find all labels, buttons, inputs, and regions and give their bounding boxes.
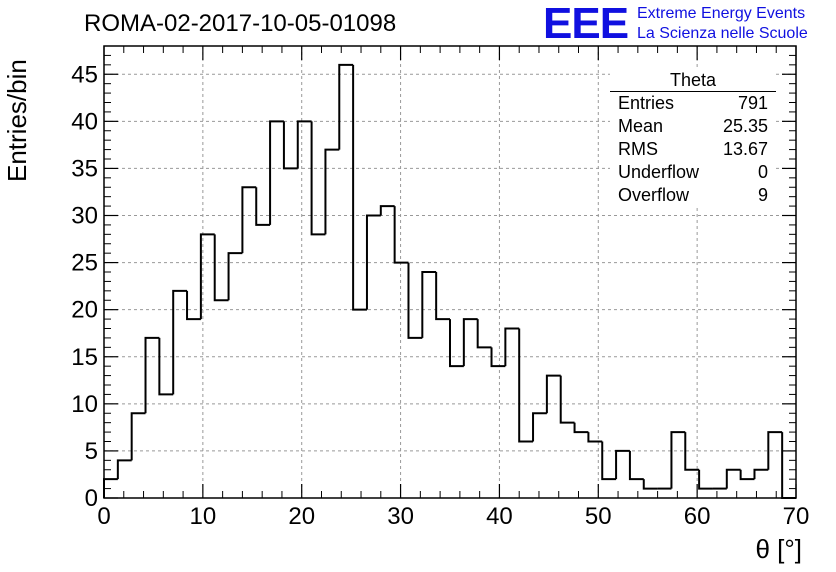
- stats-label: Entries: [618, 93, 675, 113]
- histogram-bin: [379, 205, 395, 216]
- histogram-bin: [158, 337, 174, 396]
- y-tick-label: 5: [85, 438, 98, 465]
- histogram-bin: [573, 422, 589, 434]
- histogram-bin: [532, 412, 547, 442]
- stats-row-mean: Mean 25.35: [610, 115, 776, 138]
- stats-label: Underflow: [618, 162, 700, 182]
- chart-title: ROMA-02-2017-10-05-01098: [84, 10, 397, 37]
- x-tick-label: 0: [97, 503, 110, 530]
- histogram-bin: [393, 206, 409, 264]
- x-tick-label: 30: [387, 503, 414, 530]
- histogram-bin: [172, 289, 188, 395]
- histogram-bin: [601, 441, 617, 481]
- stats-label: Mean: [618, 116, 664, 136]
- stats-value: 13.67: [722, 139, 768, 159]
- histogram-bin: [628, 450, 644, 481]
- stats-value: 791: [737, 93, 768, 113]
- histogram-bin: [670, 431, 686, 489]
- histogram-bin: [269, 120, 284, 225]
- histogram-bin: [352, 64, 367, 311]
- axis-tick-labels: 0 10 20 30 40 50 60 70 0 5 10 15 20 25 30 35 40 45: [71, 61, 809, 530]
- logo-line1: Extreme Energy Events: [637, 5, 806, 22]
- y-axis-label: Entries/bin: [2, 59, 32, 182]
- histogram-bin: [213, 234, 229, 302]
- histogram-bin: [144, 336, 160, 414]
- histogram-bin: [365, 214, 381, 310]
- histogram-bin: [587, 432, 603, 443]
- histogram-bin: [130, 412, 146, 461]
- eee-logo-text: Extreme Energy Events La Scienza nelle S…: [637, 4, 808, 44]
- histogram-bin: [518, 328, 534, 443]
- histogram-bin: [435, 272, 450, 321]
- histogram-bin: [324, 148, 340, 235]
- stats-row-entries: Entries 791: [610, 92, 776, 115]
- x-tick-label: 10: [190, 503, 217, 530]
- stats-row-rms: RMS 13.67: [610, 138, 776, 161]
- histogram-bin: [753, 468, 769, 480]
- y-tick-label: 45: [71, 61, 98, 88]
- histogram-bin: [338, 63, 354, 150]
- stats-row-overflow: Overflow 9: [610, 184, 776, 207]
- histogram-bin: [241, 186, 257, 254]
- histogram-bin: [421, 271, 437, 338]
- histogram-bin: [310, 121, 326, 236]
- stats-title: Theta: [610, 70, 776, 92]
- axis-ticks: [103, 45, 797, 499]
- histogram-bin: [739, 469, 755, 481]
- histogram-bin: [296, 120, 312, 169]
- stats-label: RMS: [618, 139, 658, 159]
- histogram-bin: [725, 468, 741, 489]
- stats-value: 25.35: [722, 116, 768, 136]
- stats-value: 0: [757, 162, 768, 182]
- y-tick-label: 15: [71, 344, 98, 371]
- histogram-bin: [698, 469, 713, 490]
- histogram-bin: [545, 374, 561, 414]
- y-tick-label: 25: [71, 250, 98, 277]
- y-tick-label: 0: [85, 485, 98, 512]
- histogram-bin: [476, 319, 492, 349]
- x-tick-label: 20: [288, 503, 315, 530]
- histogram-bin: [449, 319, 464, 368]
- stats-box: Theta Entries 791 Mean 25.35 RMS 13.67 U…: [610, 70, 776, 207]
- x-tick-label: 50: [585, 503, 612, 530]
- histogram-bin: [559, 375, 575, 424]
- stats-value: 9: [757, 185, 768, 205]
- histogram-bars: [103, 63, 796, 499]
- y-tick-label: 10: [71, 391, 98, 418]
- histogram-bin: [642, 479, 658, 490]
- x-tick-label: 70: [783, 503, 810, 530]
- y-tick-label: 40: [71, 108, 98, 135]
- histogram-bin: [615, 449, 630, 480]
- y-tick-label: 20: [71, 297, 98, 324]
- histogram-bin: [199, 233, 215, 320]
- x-tick-label: 40: [486, 503, 513, 530]
- stats-label: Overflow: [618, 185, 690, 205]
- histogram-bin: [490, 347, 506, 368]
- histogram-bin: [767, 431, 783, 470]
- histogram-bin: [684, 432, 700, 471]
- histogram-bin: [504, 327, 520, 367]
- eee-logo: EEE: [543, 0, 629, 48]
- histogram-bin: [282, 121, 298, 170]
- y-tick-label: 30: [71, 203, 98, 230]
- histogram-bin: [407, 262, 423, 339]
- histogram-bin: [116, 459, 132, 480]
- y-tick-label: 35: [71, 155, 98, 182]
- x-tick-label: 60: [684, 503, 711, 530]
- logo-line2: La Scienza nelle Scuole: [637, 25, 808, 42]
- stats-row-underflow: Underflow 0: [610, 161, 776, 184]
- x-axis-label: θ [°]: [755, 534, 802, 564]
- histogram-bin: [255, 187, 271, 226]
- histogram-bin: [227, 252, 243, 301]
- histogram-bin: [462, 318, 478, 367]
- histogram-bin: [186, 290, 201, 321]
